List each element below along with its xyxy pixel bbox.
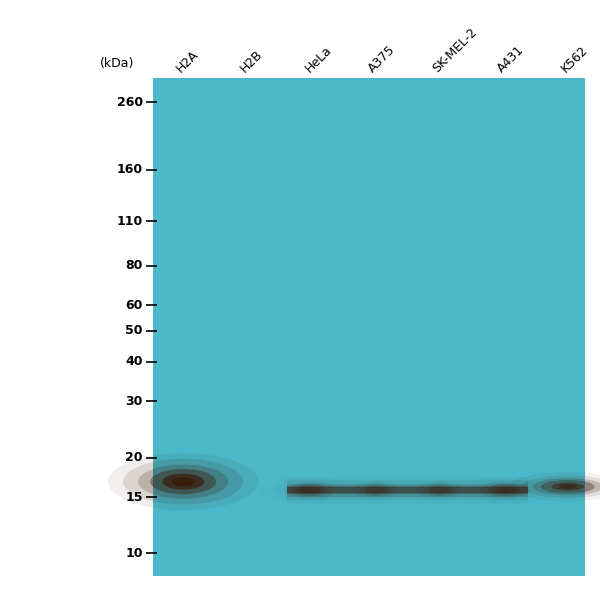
Ellipse shape <box>296 487 314 493</box>
Ellipse shape <box>522 475 600 498</box>
Ellipse shape <box>162 473 204 490</box>
Ellipse shape <box>365 487 385 494</box>
Bar <box>287 486 527 494</box>
Ellipse shape <box>302 487 322 494</box>
Text: A431: A431 <box>494 43 526 75</box>
Ellipse shape <box>123 459 243 505</box>
Text: 260: 260 <box>116 96 143 109</box>
Text: 160: 160 <box>116 163 143 176</box>
Text: 10: 10 <box>125 547 143 560</box>
Bar <box>153 78 585 576</box>
Ellipse shape <box>359 484 392 496</box>
Text: 30: 30 <box>125 395 143 408</box>
Ellipse shape <box>508 472 600 501</box>
Ellipse shape <box>541 480 595 493</box>
Ellipse shape <box>533 478 600 495</box>
Text: 110: 110 <box>116 215 143 228</box>
Ellipse shape <box>352 482 398 499</box>
Text: HeLa: HeLa <box>302 43 334 75</box>
Ellipse shape <box>494 487 514 494</box>
Text: 50: 50 <box>125 324 143 337</box>
Ellipse shape <box>416 482 463 499</box>
Ellipse shape <box>487 484 520 496</box>
Ellipse shape <box>291 486 320 494</box>
Bar <box>287 481 527 500</box>
Text: A375: A375 <box>366 43 398 75</box>
Ellipse shape <box>430 487 449 494</box>
Ellipse shape <box>495 486 524 494</box>
Ellipse shape <box>138 464 228 499</box>
Text: 20: 20 <box>125 451 143 464</box>
Bar <box>287 476 527 503</box>
Text: H2A: H2A <box>174 47 202 75</box>
Text: SK-MEL-2: SK-MEL-2 <box>430 25 480 75</box>
Ellipse shape <box>108 453 258 510</box>
Ellipse shape <box>488 484 531 497</box>
Text: 80: 80 <box>125 259 143 272</box>
Ellipse shape <box>289 482 335 499</box>
Bar <box>287 484 527 497</box>
Bar <box>287 487 527 493</box>
Ellipse shape <box>171 477 195 486</box>
Ellipse shape <box>558 484 577 489</box>
Ellipse shape <box>284 484 327 497</box>
Text: H2B: H2B <box>238 47 266 75</box>
Text: K562: K562 <box>559 43 590 75</box>
Text: 40: 40 <box>125 355 143 368</box>
Ellipse shape <box>150 469 216 494</box>
Ellipse shape <box>551 483 584 491</box>
Text: 60: 60 <box>125 299 143 312</box>
Ellipse shape <box>423 484 456 496</box>
Text: 15: 15 <box>125 491 143 504</box>
Ellipse shape <box>481 482 527 499</box>
Ellipse shape <box>500 487 518 493</box>
Ellipse shape <box>295 484 328 496</box>
Text: (kDa): (kDa) <box>100 56 134 70</box>
